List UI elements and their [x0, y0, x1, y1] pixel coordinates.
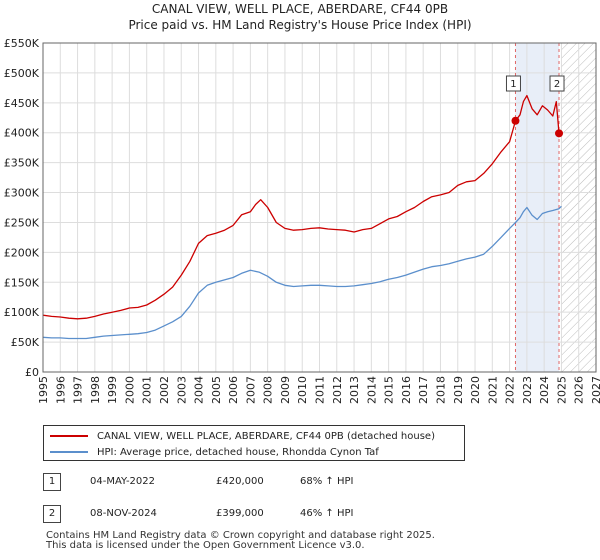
sale-row-1: 1 04-MAY-2022 £420,000 68% ↑ HPI	[43, 473, 463, 493]
x-tick-label: 2012	[331, 376, 344, 404]
x-tick-label: 2016	[400, 376, 413, 404]
x-tick-label: 2023	[521, 376, 534, 404]
y-tick-label: £500K	[4, 67, 40, 80]
sale-date: 08-NOV-2024	[90, 508, 157, 519]
x-tick-label: 2006	[227, 376, 240, 404]
series-line-hpi	[42, 205, 562, 340]
x-tick-label: 2024	[538, 376, 551, 404]
x-tick-label: 2002	[158, 376, 171, 404]
x-tick-label: 2019	[452, 376, 465, 404]
x-tick-label: 2013	[348, 376, 361, 404]
x-tick-label: 2015	[383, 376, 396, 404]
y-tick-label: £200K	[4, 246, 40, 259]
x-tick-label: 2014	[365, 376, 378, 404]
x-tick-label: 2007	[244, 376, 257, 404]
x-tick-label: 2017	[417, 376, 430, 404]
sale-number-badge: 2	[43, 505, 61, 523]
legend-item-hpi: HPI: Average price, detached house, Rhon…	[50, 444, 379, 460]
chart-title-line2: Price paid vs. HM Land Registry's House …	[128, 18, 472, 32]
x-tick-label: 2003	[175, 376, 188, 404]
x-tick-label: 1996	[54, 376, 67, 404]
x-tick-label: 1995	[37, 376, 50, 404]
x-tick-label: 1999	[106, 376, 119, 404]
x-tick-label: 2001	[141, 376, 154, 404]
y-tick-label: £50K	[11, 336, 40, 349]
y-tick-label: £300K	[4, 187, 40, 200]
sale-price: £420,000	[216, 476, 264, 487]
legend-swatch-property	[50, 435, 88, 437]
y-tick-label: £100K	[4, 306, 40, 319]
y-tick-label: £450K	[4, 97, 40, 110]
x-tick-label: 2008	[262, 376, 275, 404]
sale-point-2	[555, 129, 564, 138]
x-tick-label: 2020	[469, 376, 482, 404]
sale-label-box-2	[549, 75, 565, 92]
x-tick-label: 2004	[193, 376, 206, 404]
x-tick-label: 2010	[296, 376, 309, 404]
chart-title-line1: CANAL VIEW, WELL PLACE, ABERDARE, CF44 0…	[151, 2, 449, 16]
sale-label-box-1	[505, 75, 521, 92]
y-tick-label: £150K	[4, 276, 40, 289]
x-tick-label: 2021	[486, 376, 499, 404]
legend-label-hpi: HPI: Average price, detached house, Rhon…	[97, 446, 379, 458]
sale-hpi-change: 46% ↑ HPI	[300, 508, 354, 519]
legend-swatch-hpi	[50, 451, 88, 453]
chart-legend: CANAL VIEW, WELL PLACE, ABERDARE, CF44 0…	[43, 425, 465, 461]
y-tick-label: £250K	[4, 216, 40, 229]
plot-frame	[42, 42, 597, 373]
footer-line-1: Contains HM Land Registry data © Crown c…	[46, 530, 435, 541]
x-tick-label: 1997	[72, 376, 85, 404]
footer-line-2: This data is licensed under the Open Gov…	[46, 540, 365, 551]
x-tick-label: 2022	[504, 376, 517, 404]
y-tick-label: £400K	[4, 127, 40, 140]
x-tick-label: 2000	[123, 376, 136, 404]
y-tick-label: £0	[25, 366, 39, 379]
sale-hpi-change: 68% ↑ HPI	[300, 476, 354, 487]
sale-label-text-1: 1	[510, 79, 516, 90]
x-tick-label: 2005	[210, 376, 223, 404]
legend-item-property: CANAL VIEW, WELL PLACE, ABERDARE, CF44 0…	[50, 428, 435, 444]
sale-point-1	[511, 116, 520, 125]
x-tick-label: 1998	[89, 376, 102, 404]
sale-price: £399,000	[216, 508, 264, 519]
sale-date: 04-MAY-2022	[90, 476, 156, 487]
x-tick-label: 2026	[573, 376, 586, 404]
y-tick-label: £350K	[4, 157, 40, 170]
y-tick-label: £550K	[4, 37, 40, 50]
x-tick-label: 2011	[314, 376, 327, 404]
sale-number-badge: 1	[43, 473, 61, 491]
sale-period-band	[515, 43, 560, 372]
x-tick-label: 2027	[590, 376, 600, 404]
footer-notice: Contains HM Land Registry data © Crown c…	[46, 531, 435, 551]
x-tick-label: 2018	[434, 376, 447, 404]
x-tick-label: 2009	[279, 376, 292, 404]
sale-row-2: 2 08-NOV-2024 £399,000 46% ↑ HPI	[43, 505, 463, 525]
price-chart: 1 2 £0 £50K £100K £150K £200K £250K £300K £350K £…	[4, 37, 600, 404]
x-tick-label: 2025	[555, 376, 568, 404]
legend-label-property: CANAL VIEW, WELL PLACE, ABERDARE, CF44 0…	[97, 430, 435, 442]
sale-label-text-2: 2	[554, 79, 560, 90]
